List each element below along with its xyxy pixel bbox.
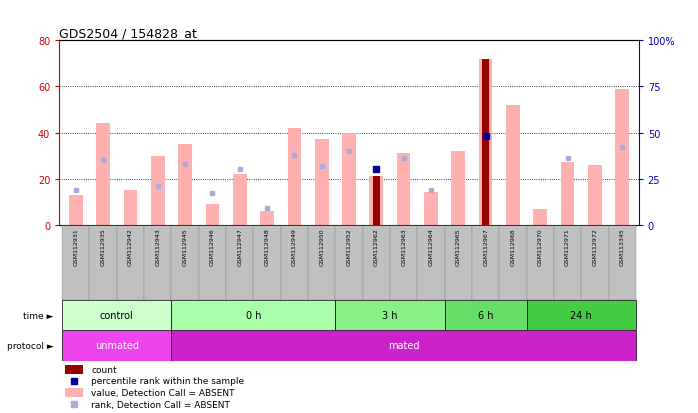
- Text: GSM112967: GSM112967: [483, 227, 488, 265]
- Bar: [369, 177, 383, 225]
- Text: 3 h: 3 h: [383, 311, 398, 320]
- Bar: [445, 300, 526, 330]
- Text: count: count: [91, 365, 117, 374]
- Bar: [144, 225, 172, 300]
- Bar: [89, 225, 117, 300]
- Bar: [581, 225, 609, 300]
- Text: GSM112952: GSM112952: [346, 227, 352, 265]
- Text: GSM112972: GSM112972: [593, 227, 597, 265]
- Text: 0 h: 0 h: [246, 311, 261, 320]
- Bar: [69, 195, 82, 225]
- Text: GSM112968: GSM112968: [510, 227, 515, 265]
- Text: GSM112947: GSM112947: [237, 227, 242, 265]
- Bar: [62, 300, 172, 330]
- Text: GSM112964: GSM112964: [429, 227, 433, 265]
- Bar: [554, 225, 581, 300]
- Text: 24 h: 24 h: [570, 311, 592, 320]
- Text: GSM112931: GSM112931: [73, 227, 78, 265]
- Text: protocol ►: protocol ►: [7, 341, 54, 350]
- Text: GSM112970: GSM112970: [537, 227, 543, 265]
- Bar: [526, 300, 636, 330]
- Bar: [363, 225, 390, 300]
- Bar: [499, 225, 526, 300]
- Bar: [253, 225, 281, 300]
- Text: time ►: time ►: [23, 311, 54, 320]
- Bar: [151, 156, 165, 225]
- Bar: [124, 191, 138, 225]
- Text: GSM112942: GSM112942: [128, 227, 133, 265]
- Bar: [335, 225, 363, 300]
- Bar: [390, 225, 417, 300]
- Bar: [482, 59, 489, 225]
- Bar: [199, 225, 226, 300]
- Bar: [397, 154, 410, 225]
- Bar: [65, 388, 82, 397]
- Text: GSM113345: GSM113345: [620, 227, 625, 265]
- Bar: [472, 225, 499, 300]
- Text: GSM112943: GSM112943: [155, 227, 161, 265]
- Bar: [526, 225, 554, 300]
- Bar: [288, 128, 301, 225]
- Text: GSM112945: GSM112945: [183, 227, 188, 265]
- Bar: [172, 330, 636, 361]
- Text: mated: mated: [388, 341, 419, 351]
- Text: GSM112965: GSM112965: [456, 227, 461, 265]
- Bar: [172, 300, 335, 330]
- Bar: [616, 90, 629, 225]
- Bar: [62, 225, 89, 300]
- Bar: [445, 225, 472, 300]
- Bar: [315, 140, 329, 225]
- Bar: [533, 209, 547, 225]
- Text: GDS2504 / 154828_at: GDS2504 / 154828_at: [59, 27, 198, 40]
- Bar: [65, 365, 82, 374]
- Bar: [281, 225, 308, 300]
- Text: GSM112971: GSM112971: [565, 227, 570, 265]
- Text: unmated: unmated: [95, 341, 139, 351]
- Text: rank, Detection Call = ABSENT: rank, Detection Call = ABSENT: [91, 399, 230, 408]
- Bar: [479, 59, 493, 225]
- Bar: [560, 163, 574, 225]
- Bar: [342, 133, 356, 225]
- Bar: [452, 152, 465, 225]
- Bar: [308, 225, 335, 300]
- Text: GSM112935: GSM112935: [101, 227, 105, 265]
- Text: GSM112946: GSM112946: [210, 227, 215, 265]
- Text: control: control: [100, 311, 133, 320]
- Text: percentile rank within the sample: percentile rank within the sample: [91, 377, 244, 385]
- Text: GSM112962: GSM112962: [374, 227, 379, 265]
- Text: GSM112950: GSM112950: [319, 227, 324, 265]
- Bar: [417, 225, 445, 300]
- Bar: [172, 225, 199, 300]
- Bar: [226, 225, 253, 300]
- Bar: [260, 211, 274, 225]
- Bar: [205, 204, 219, 225]
- Bar: [424, 193, 438, 225]
- Text: GSM112963: GSM112963: [401, 227, 406, 265]
- Bar: [335, 300, 445, 330]
- Bar: [117, 225, 144, 300]
- Text: GSM112948: GSM112948: [265, 227, 269, 265]
- Bar: [609, 225, 636, 300]
- Bar: [233, 175, 246, 225]
- Text: value, Detection Call = ABSENT: value, Detection Call = ABSENT: [91, 388, 235, 397]
- Bar: [178, 145, 192, 225]
- Bar: [506, 106, 520, 225]
- Text: GSM112949: GSM112949: [292, 227, 297, 265]
- Bar: [588, 165, 602, 225]
- Bar: [62, 330, 172, 361]
- Text: 6 h: 6 h: [478, 311, 493, 320]
- Bar: [373, 177, 380, 225]
- Bar: [96, 124, 110, 225]
